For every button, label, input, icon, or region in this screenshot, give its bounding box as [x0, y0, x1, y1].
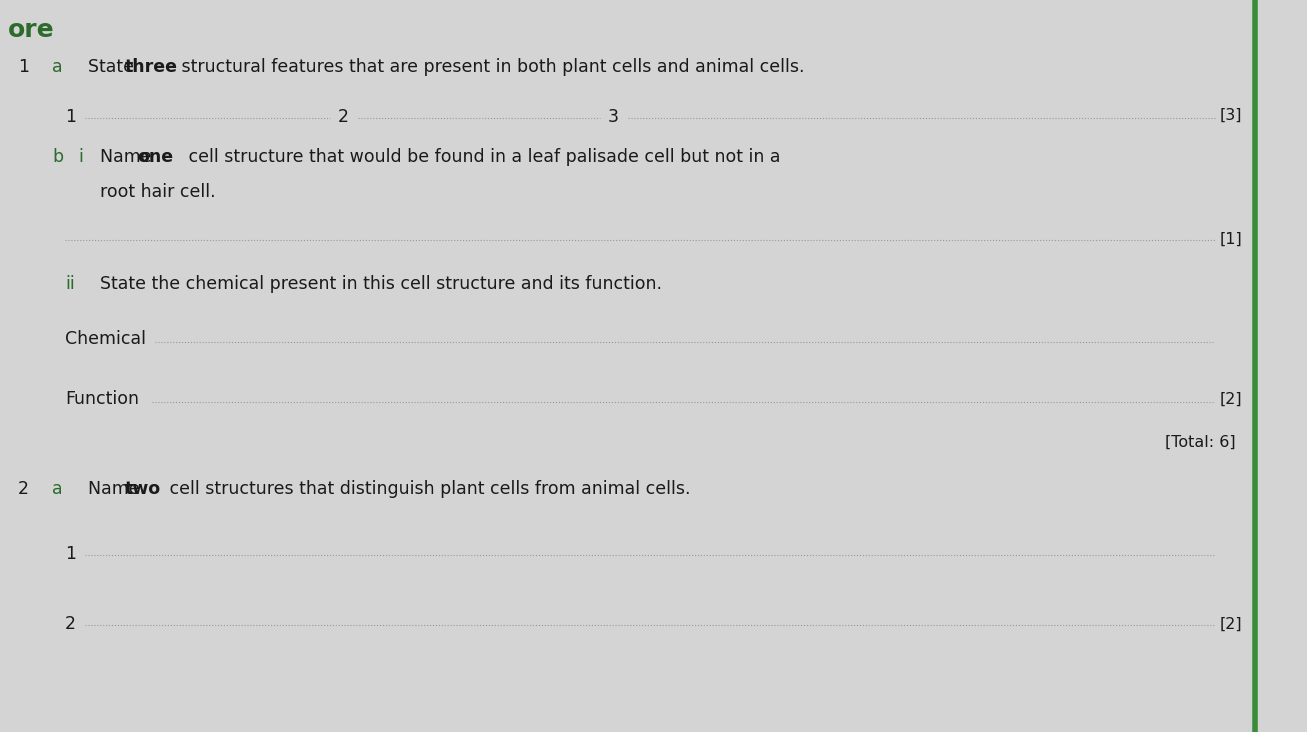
Text: 2: 2: [65, 615, 76, 633]
Text: 1: 1: [18, 58, 29, 76]
Text: ii: ii: [65, 275, 74, 293]
Text: Chemical: Chemical: [65, 330, 146, 348]
Text: one: one: [137, 148, 173, 166]
Text: 1: 1: [65, 108, 76, 126]
Text: [2]: [2]: [1219, 392, 1243, 407]
Text: Name: Name: [88, 480, 145, 498]
Text: Function: Function: [65, 390, 139, 408]
Text: cell structure that would be found in a leaf palisade cell but not in a: cell structure that would be found in a …: [183, 148, 780, 166]
Text: [Total: 6]: [Total: 6]: [1165, 435, 1235, 450]
Text: 2: 2: [339, 108, 349, 126]
Text: [1]: [1]: [1219, 232, 1243, 247]
Text: a: a: [52, 480, 63, 498]
Text: cell structures that distinguish plant cells from animal cells.: cell structures that distinguish plant c…: [163, 480, 690, 498]
Text: 3: 3: [608, 108, 620, 126]
Text: 1: 1: [65, 545, 76, 563]
Text: Name: Name: [101, 148, 157, 166]
Text: b: b: [52, 148, 63, 166]
Text: [2]: [2]: [1219, 617, 1243, 632]
Text: ore: ore: [8, 18, 55, 42]
Text: State the chemical present in this cell structure and its function.: State the chemical present in this cell …: [101, 275, 663, 293]
Text: State: State: [88, 58, 140, 76]
Text: i: i: [78, 148, 82, 166]
Text: [3]: [3]: [1219, 108, 1243, 123]
Text: three: three: [125, 58, 178, 76]
Text: a: a: [52, 58, 63, 76]
Text: root hair cell.: root hair cell.: [101, 183, 216, 201]
Text: 2: 2: [18, 480, 29, 498]
Text: two: two: [125, 480, 161, 498]
Text: structural features that are present in both plant cells and animal cells.: structural features that are present in …: [176, 58, 805, 76]
